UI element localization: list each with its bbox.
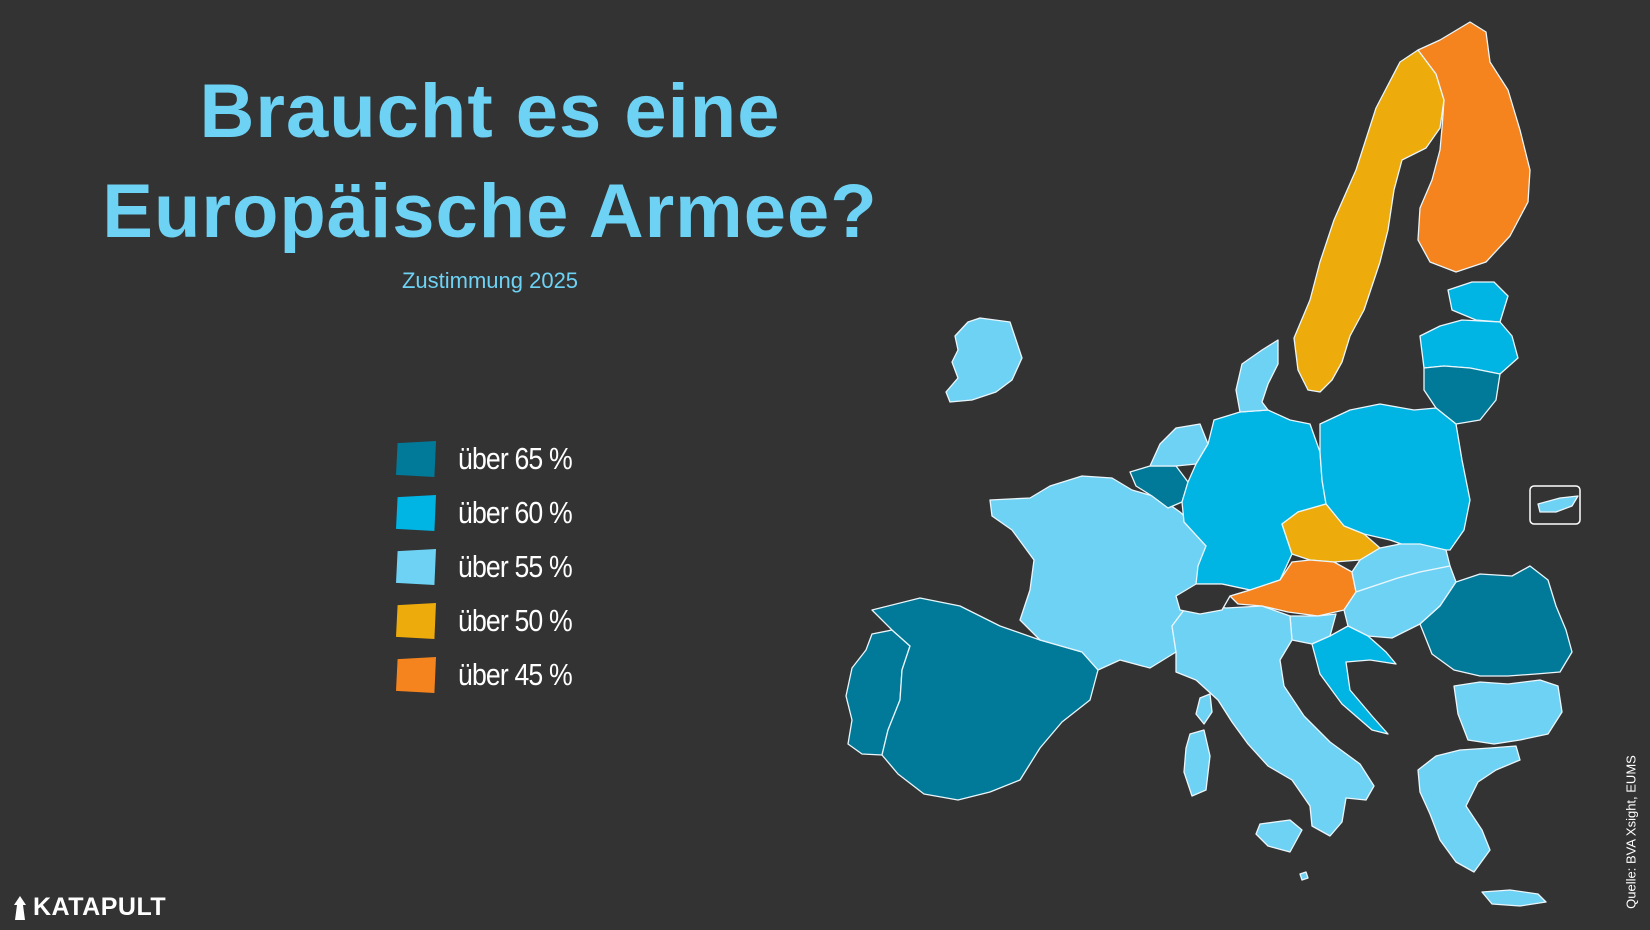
country-croatia xyxy=(1311,625,1397,735)
legend-item-over-65: über 65 % xyxy=(396,432,590,486)
map-subtitle: Zustimmung 2025 xyxy=(401,268,579,293)
cyprus-inset-frame xyxy=(1529,485,1581,525)
legend-item-over-45: über 45 % xyxy=(396,648,590,702)
legend-item-over-50: über 50 % xyxy=(396,594,590,648)
legend: über 65 % über 60 % über 55 % über 50 % … xyxy=(396,432,590,702)
country-poland xyxy=(1319,403,1471,551)
legend-swatch xyxy=(396,549,436,585)
logo-text: KATAPULT xyxy=(33,893,167,921)
legend-label: über 45 % xyxy=(458,657,573,692)
country-spain xyxy=(871,597,1099,801)
country-switzerland xyxy=(1175,583,1251,615)
country-greece xyxy=(1417,745,1521,873)
country-bulgaria xyxy=(1453,679,1563,745)
legend-label: über 60 % xyxy=(458,495,573,530)
country-malta xyxy=(1299,871,1309,881)
legend-item-over-55: über 55 % xyxy=(396,540,590,594)
country-romania xyxy=(1419,565,1573,677)
country-lithuania xyxy=(1423,365,1501,425)
source-text: Quelle: BVA Xsight, EUMS xyxy=(1623,755,1639,909)
legend-swatch xyxy=(396,603,436,639)
country-sweden xyxy=(1293,49,1445,393)
legend-swatch xyxy=(396,495,436,531)
country-italy xyxy=(1171,601,1375,837)
legend-item-over-60: über 60 % xyxy=(396,486,590,540)
country-netherlands xyxy=(1149,423,1209,467)
country-france-corsica xyxy=(1195,693,1213,725)
title-line-1: Braucht es eine xyxy=(199,69,781,154)
legend-label: über 50 % xyxy=(458,603,573,638)
country-latvia xyxy=(1419,319,1519,375)
country-greece-crete xyxy=(1481,889,1547,907)
katapult-logo: KATAPULT xyxy=(12,893,166,922)
country-italy-sardinia xyxy=(1183,729,1211,797)
title-line-2: Europäische Armee? xyxy=(102,169,878,254)
source-note: Quelle: BVA Xsight, EUMS xyxy=(1618,752,1644,912)
country-ireland xyxy=(945,317,1023,403)
country-estonia xyxy=(1447,281,1509,323)
legend-label: über 65 % xyxy=(458,441,573,476)
country-denmark xyxy=(1235,339,1279,413)
katapult-logo-icon xyxy=(14,895,26,920)
legend-swatch xyxy=(396,657,436,693)
map-title: Braucht es eine Europäische Armee? xyxy=(0,62,980,262)
country-cyprus xyxy=(1537,495,1579,513)
legend-label: über 55 % xyxy=(458,549,573,584)
legend-swatch xyxy=(396,441,436,477)
country-finland xyxy=(1417,21,1531,273)
country-italy-sicily xyxy=(1255,819,1303,853)
